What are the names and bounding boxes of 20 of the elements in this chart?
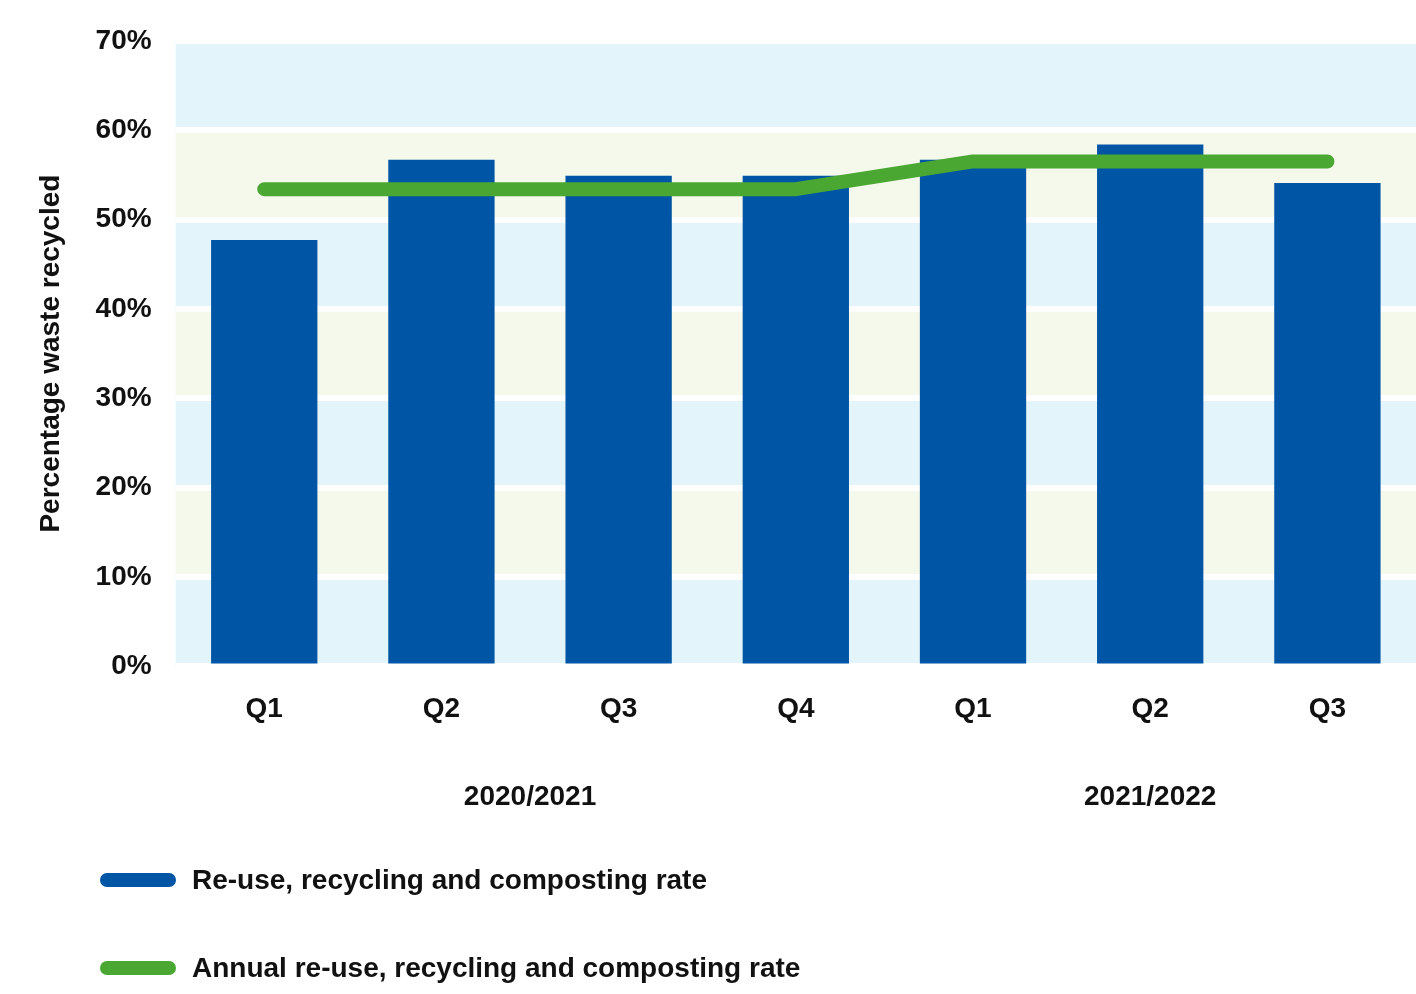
x-tick-label: Q4 bbox=[777, 691, 815, 723]
y-tick-label: 40% bbox=[95, 291, 152, 323]
y-tick-label: 50% bbox=[95, 202, 152, 234]
x-tick-label: Q2 bbox=[1131, 691, 1169, 723]
x-tick-label: Q3 bbox=[1308, 691, 1347, 723]
y-tick-label: 0% bbox=[111, 649, 152, 681]
y-axis-title: Percentage waste recycled bbox=[33, 174, 65, 533]
legend-label: Re-use, recycling and composting rate bbox=[192, 864, 708, 896]
y-tick-label: 10% bbox=[95, 559, 152, 591]
y-tick-label: 30% bbox=[95, 381, 152, 412]
y-tick-label: 20% bbox=[95, 470, 152, 502]
y-tick-label: 70% bbox=[95, 23, 152, 55]
text: 2020/2021 bbox=[463, 779, 597, 811]
x-tick-label: Q3 bbox=[599, 691, 638, 723]
y-tick-label: 60% bbox=[95, 112, 152, 144]
x-tick-label: Q1 bbox=[954, 691, 992, 723]
text: 2021/2022 bbox=[1084, 779, 1217, 811]
x-tick-label: Q1 bbox=[245, 691, 283, 723]
legend-label: Annual re-use, recycling and composting rate bbox=[192, 952, 801, 984]
x-tick-label: Q2 bbox=[422, 691, 461, 723]
